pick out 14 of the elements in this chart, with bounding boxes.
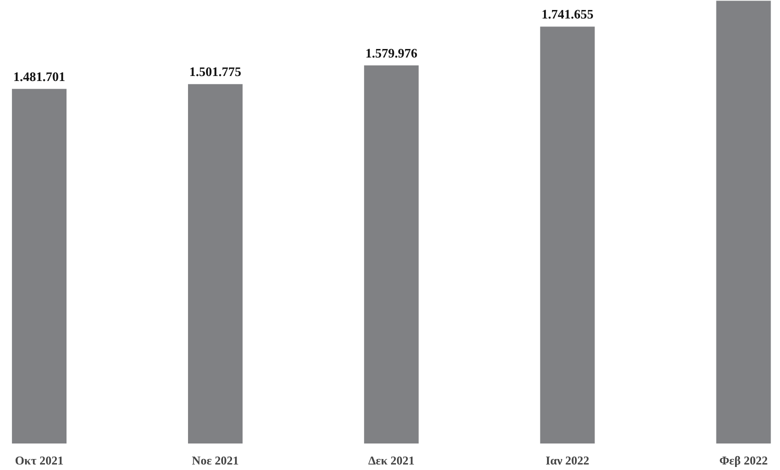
bar <box>716 0 771 444</box>
bar <box>12 88 67 444</box>
data-label: 1.741.655 <box>541 6 594 22</box>
data-label: 1.481.701 <box>13 68 66 84</box>
bar <box>188 84 243 444</box>
x-tick-label: Νοε 2021 <box>192 454 239 468</box>
data-label: 1.501.775 <box>189 64 242 80</box>
data-label: 1.579.976 <box>365 45 418 60</box>
bar <box>540 26 595 444</box>
x-tick-label: Δεκ 2021 <box>368 454 415 468</box>
bar <box>364 65 419 444</box>
x-tick-label: Φεβ 2022 <box>719 454 768 468</box>
x-tick-label: Οκτ 2021 <box>14 454 64 468</box>
x-tick-label: Ιαν 2022 <box>546 454 590 468</box>
